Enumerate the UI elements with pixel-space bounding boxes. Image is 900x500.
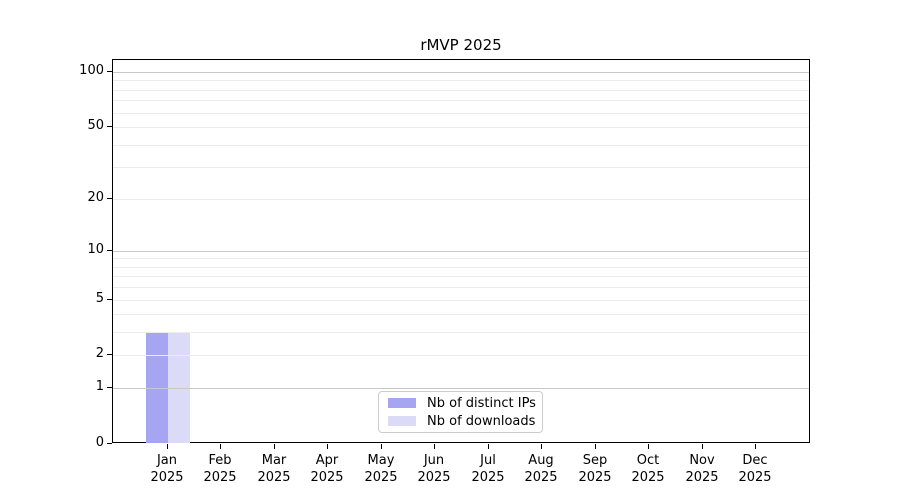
y-gridline-minor bbox=[113, 145, 809, 146]
bar bbox=[146, 332, 168, 443]
y-tick-label: 2 bbox=[95, 346, 104, 361]
y-gridline-minor bbox=[113, 199, 809, 200]
x-tick-label: Aug 2025 bbox=[509, 452, 573, 486]
y-tick-mark bbox=[107, 354, 112, 355]
x-tick-label-line: 2025 bbox=[203, 470, 237, 485]
plot-area bbox=[112, 59, 810, 443]
x-tick-label-line: 2025 bbox=[257, 470, 291, 485]
x-tick-label-line: Dec bbox=[742, 453, 768, 468]
y-gridline-minor bbox=[113, 167, 809, 168]
y-gridline-minor bbox=[113, 314, 809, 315]
y-gridline-minor bbox=[113, 80, 809, 81]
x-tick-label-line: Apr bbox=[315, 453, 339, 468]
x-tick-label-line: May bbox=[367, 453, 395, 468]
x-tick-mark bbox=[381, 444, 382, 449]
y-tick-label: 20 bbox=[87, 190, 104, 205]
y-gridline-minor bbox=[113, 113, 809, 114]
x-tick-label: Nov 2025 bbox=[670, 452, 734, 486]
x-tick-label: Jun 2025 bbox=[402, 452, 466, 486]
x-tick-label: May 2025 bbox=[349, 452, 413, 486]
x-tick-mark bbox=[274, 444, 275, 449]
y-gridline-minor bbox=[113, 276, 809, 277]
y-tick-label: 100 bbox=[79, 63, 104, 78]
x-tick-label-line: Jul bbox=[480, 453, 496, 468]
x-tick-label: Oct 2025 bbox=[616, 452, 680, 486]
x-tick-mark bbox=[755, 444, 756, 449]
x-tick-label-line: Feb bbox=[208, 453, 232, 468]
y-tick-label: 1 bbox=[95, 379, 104, 394]
x-tick-label-line: 2025 bbox=[578, 470, 612, 485]
y-tick-mark bbox=[107, 198, 112, 199]
y-gridline-minor bbox=[113, 267, 809, 268]
x-tick-label: Jul 2025 bbox=[456, 452, 520, 486]
x-tick-label-line: 2025 bbox=[631, 470, 665, 485]
x-tick-mark bbox=[434, 444, 435, 449]
y-tick-label: 10 bbox=[87, 242, 104, 257]
y-gridline-minor bbox=[113, 287, 809, 288]
legend-swatch bbox=[388, 398, 416, 408]
x-tick-label-line: Jan bbox=[156, 453, 178, 468]
y-tick-mark bbox=[107, 299, 112, 300]
legend: Nb of distinct IPs Nb of downloads bbox=[378, 391, 543, 433]
x-tick-mark bbox=[488, 444, 489, 449]
x-tick-label: Apr 2025 bbox=[295, 452, 359, 486]
x-tick-label-line: Jun bbox=[423, 453, 445, 468]
x-tick-label: Jan 2025 bbox=[135, 452, 199, 486]
x-tick-label: Mar 2025 bbox=[242, 452, 306, 486]
x-tick-label-line: Mar bbox=[261, 453, 287, 468]
x-tick-mark bbox=[702, 444, 703, 449]
y-gridline-major bbox=[113, 251, 809, 252]
x-tick-label-line: 2025 bbox=[524, 470, 558, 485]
x-tick-label-line: 2025 bbox=[738, 470, 772, 485]
x-tick-label-line: 2025 bbox=[310, 470, 344, 485]
y-tick-mark bbox=[107, 443, 112, 444]
x-tick-mark bbox=[220, 444, 221, 449]
legend-item: Nb of downloads bbox=[379, 412, 542, 430]
x-tick-label-line: Nov bbox=[689, 453, 715, 468]
y-tick-mark bbox=[107, 387, 112, 388]
x-tick-label: Sep 2025 bbox=[563, 452, 627, 486]
y-gridline-minor bbox=[113, 100, 809, 101]
legend-item: Nb of distinct IPs bbox=[379, 394, 542, 412]
y-gridline-minor bbox=[113, 127, 809, 128]
x-tick-label-line: 2025 bbox=[685, 470, 719, 485]
y-gridline-minor bbox=[113, 258, 809, 259]
x-tick-label-line: 2025 bbox=[150, 470, 184, 485]
y-gridline-minor bbox=[113, 355, 809, 356]
legend-item-label: Nb of distinct IPs bbox=[427, 395, 536, 411]
y-tick-label: 5 bbox=[95, 291, 104, 306]
y-tick-mark bbox=[107, 250, 112, 251]
x-tick-mark bbox=[327, 444, 328, 449]
x-tick-label-line: Oct bbox=[636, 453, 660, 468]
y-tick-mark bbox=[107, 71, 112, 72]
x-tick-label-line: 2025 bbox=[417, 470, 451, 485]
x-tick-label-line: Aug bbox=[528, 453, 554, 468]
y-gridline-major bbox=[113, 72, 809, 73]
x-tick-label-line: 2025 bbox=[364, 470, 398, 485]
y-tick-label: 50 bbox=[87, 118, 104, 133]
x-tick-mark bbox=[541, 444, 542, 449]
x-tick-mark bbox=[648, 444, 649, 449]
legend-swatch bbox=[388, 416, 416, 426]
x-tick-label-line: Sep bbox=[582, 453, 608, 468]
y-gridline-major bbox=[113, 388, 809, 389]
x-tick-label: Feb 2025 bbox=[188, 452, 252, 486]
x-tick-label: Dec 2025 bbox=[723, 452, 787, 486]
y-tick-mark bbox=[107, 126, 112, 127]
y-gridline-minor bbox=[113, 332, 809, 333]
x-tick-label-line: 2025 bbox=[471, 470, 505, 485]
y-tick-label: 0 bbox=[95, 435, 104, 450]
x-tick-mark bbox=[595, 444, 596, 449]
y-gridline-minor bbox=[113, 300, 809, 301]
legend-item-label: Nb of downloads bbox=[427, 413, 536, 429]
y-gridline-minor bbox=[113, 90, 809, 91]
bar bbox=[168, 332, 190, 443]
x-tick-mark bbox=[167, 444, 168, 449]
chart-title: rMVP 2025 bbox=[420, 36, 502, 54]
